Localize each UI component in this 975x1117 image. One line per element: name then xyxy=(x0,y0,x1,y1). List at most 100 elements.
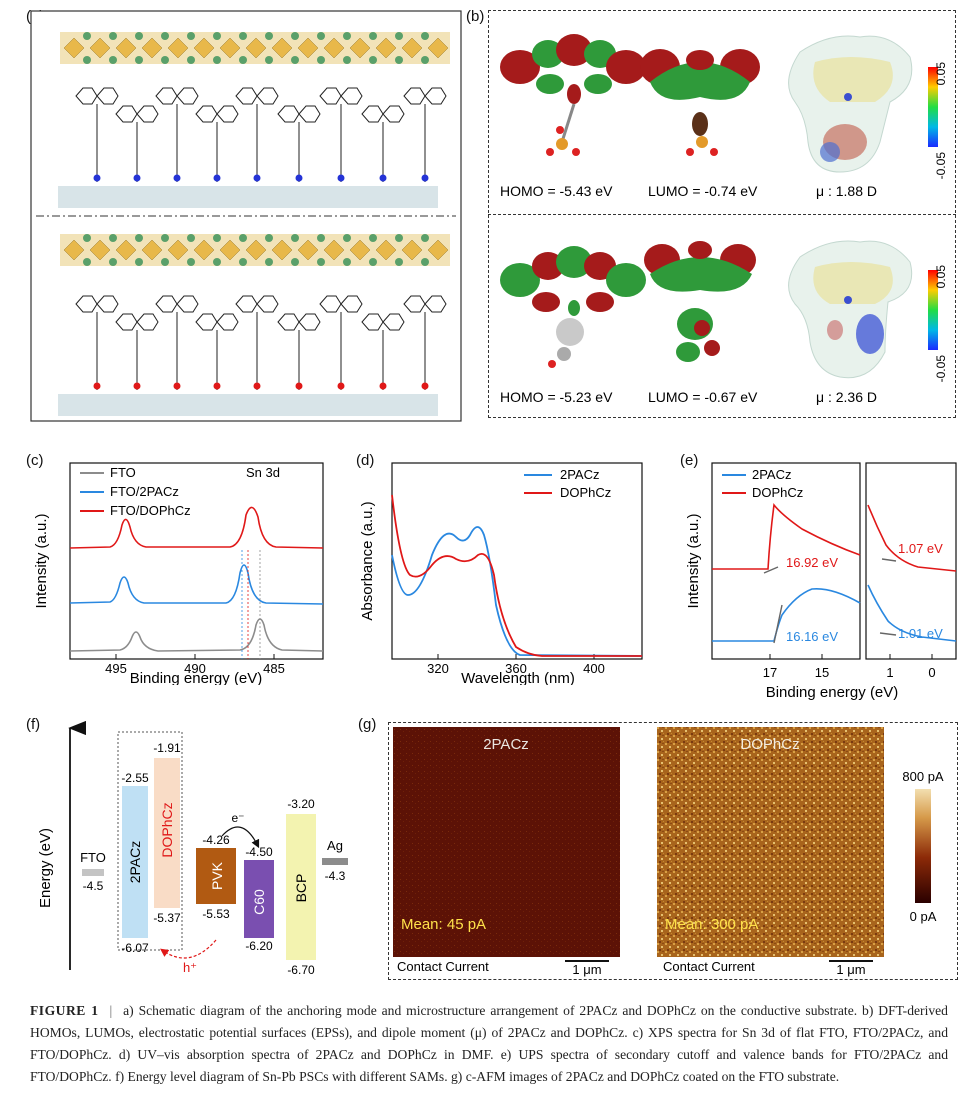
octahedron xyxy=(89,37,111,59)
e-curve-dophcz-cutoff xyxy=(712,503,861,570)
octahedron xyxy=(193,37,215,59)
e-xtick-17: 17 xyxy=(763,665,777,680)
panel-e-ups-chart: Intensity (a.u.) Binding energy (eV) 17 … xyxy=(685,462,957,701)
substrate-top xyxy=(58,186,438,208)
cation-dot xyxy=(213,56,221,64)
d-xtick-320: 320 xyxy=(427,661,449,676)
d-legend-2pacz: 2PACz xyxy=(560,467,600,482)
panel-g-afm-images: 2PACz Mean: 45 pA DOPhCz Mean: 300 pA Co… xyxy=(393,727,944,977)
f-ylabel: Energy (eV) xyxy=(37,828,54,908)
f-fto-name: FTO xyxy=(80,850,106,865)
cation-dot xyxy=(135,234,143,242)
c-annotation-sn3d: Sn 3d xyxy=(246,465,280,480)
e-label-16.92: 16.92 eV xyxy=(786,555,838,570)
cation-dot xyxy=(187,234,195,242)
f-bcp-bottom: -6.70 xyxy=(287,963,315,977)
cation-dot xyxy=(291,234,299,242)
octahedron xyxy=(271,239,293,261)
cation-dot xyxy=(291,32,299,40)
cation-dot xyxy=(317,234,325,242)
f-fto-value: -4.5 xyxy=(83,879,104,893)
eps-2pacz-surface xyxy=(788,35,913,173)
cation-dot xyxy=(83,258,91,266)
cation-dot xyxy=(421,32,429,40)
colorbar-top-min: -0.05 xyxy=(934,152,948,180)
anchor-group xyxy=(421,174,429,182)
anchor-group xyxy=(253,382,261,390)
f-hole-label: h⁺ xyxy=(183,960,197,975)
anchor-group xyxy=(173,382,181,390)
cation-dot xyxy=(421,56,429,64)
anchor-group xyxy=(295,382,303,390)
anchor-group xyxy=(379,174,387,182)
anchor-group xyxy=(93,382,101,390)
panel-b-divider xyxy=(488,214,956,215)
octahedron xyxy=(427,37,449,59)
octahedron xyxy=(401,239,423,261)
c-xlabel: Binding energy (eV) xyxy=(130,670,263,685)
lumo-2pacz-orbital xyxy=(640,49,760,156)
cation-dot xyxy=(421,258,429,266)
caption-separator: | xyxy=(109,1003,113,1018)
octahedron xyxy=(141,37,163,59)
substrate-bottom xyxy=(58,394,438,416)
homo-2pacz-orbital xyxy=(500,34,646,156)
octahedron xyxy=(349,239,371,261)
dipole-2pacz-label: μ : 1.88 D xyxy=(816,183,877,199)
cation-dot xyxy=(213,234,221,242)
panel-d-absorption-chart: Absorbance (a.u.) Wavelength (nm) 320 36… xyxy=(359,462,643,685)
cation-dot xyxy=(317,56,325,64)
carbazole-ring xyxy=(382,105,405,123)
panel-label-d: (d) xyxy=(356,452,375,469)
colorbar-bottom-min: -0.05 xyxy=(934,355,948,383)
octahedron xyxy=(219,37,241,59)
cation-dot xyxy=(395,56,403,64)
panel-label-g: (g) xyxy=(358,716,377,733)
cation-dot xyxy=(265,56,273,64)
cation-dot xyxy=(369,56,377,64)
octahedron xyxy=(375,239,397,261)
g-colorbar xyxy=(915,789,931,903)
panel-g-frame xyxy=(388,722,958,980)
cation-dot xyxy=(83,56,91,64)
e-curve-2pacz-vb xyxy=(867,584,957,642)
cation-dot xyxy=(161,56,169,64)
f-ag-name: Ag xyxy=(327,838,343,853)
e-xtick-0: 0 xyxy=(928,665,935,680)
carbazole-ring xyxy=(256,295,279,313)
octahedron xyxy=(245,37,267,59)
c-legend-2pacz: FTO/2PACz xyxy=(110,484,179,499)
octahedron xyxy=(141,239,163,261)
f-fto-bar xyxy=(82,869,104,876)
cation-dot xyxy=(239,234,247,242)
carbazole-ring xyxy=(298,105,321,123)
caption-label: FIGURE 1 xyxy=(30,1003,99,1018)
cation-dot xyxy=(343,56,351,64)
panel-b-orbitals: 0.05 -0.05 HOMO = -5.43 eV LUMO = -0.74 … xyxy=(500,34,948,405)
cation-dot xyxy=(161,32,169,40)
cation-dot xyxy=(83,32,91,40)
cation-dot xyxy=(265,234,273,242)
carbazole-ring xyxy=(382,313,405,331)
octahedron xyxy=(401,37,423,59)
panel-f-energy-diagram: Energy (eV) FTO -4.5 -2.55 -6.07 2PACz -… xyxy=(37,720,348,977)
g-2pacz-title: 2PACz xyxy=(483,736,529,753)
g-dophcz-mean: Mean: 300 pA xyxy=(665,916,758,933)
carbazole-ring xyxy=(256,87,279,105)
cation-dot xyxy=(187,32,195,40)
eps-dophcz-surface xyxy=(788,240,913,379)
g-dophcz-footer: Contact Current xyxy=(663,959,755,974)
cation-dot xyxy=(239,32,247,40)
anchor-group xyxy=(133,174,141,182)
f-bar-pvk xyxy=(196,848,236,904)
f-bar-2pacz xyxy=(122,786,148,938)
c-curve-2pacz xyxy=(69,564,324,605)
octahedron xyxy=(193,239,215,261)
f-bcp-name: BCP xyxy=(293,874,309,903)
anchor-group xyxy=(337,382,345,390)
anchor-group xyxy=(93,174,101,182)
cation-dot xyxy=(343,32,351,40)
panel-label-b: (b) xyxy=(466,8,485,25)
f-electron-arrow xyxy=(221,826,260,849)
anchor-group xyxy=(421,382,429,390)
